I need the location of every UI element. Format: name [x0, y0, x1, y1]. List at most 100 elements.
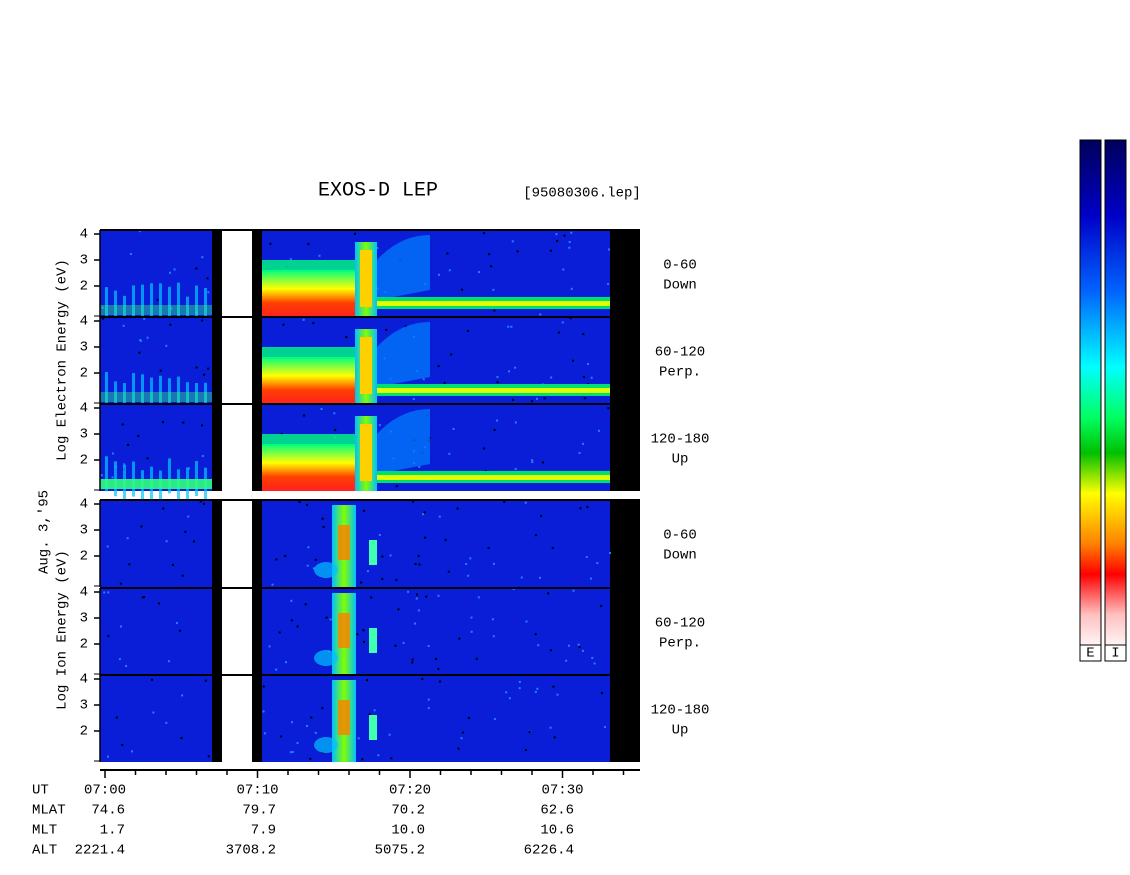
- ephemeris-value: 10.6: [540, 823, 574, 839]
- speckle: [542, 461, 545, 464]
- speckle: [444, 539, 447, 542]
- speckle: [378, 533, 381, 536]
- panel: 4 3 2 0-60 Down: [80, 227, 697, 332]
- speckle: [536, 687, 539, 690]
- speckle: [318, 254, 321, 257]
- streak: [123, 383, 126, 419]
- speckle: [275, 558, 278, 561]
- speckle: [585, 556, 588, 559]
- speckle: [170, 307, 173, 310]
- streak: [150, 283, 153, 319]
- time-axis: UT 07:00 07:10 07:20 07:30 MLAT 74.6 79.7 70.2 62…: [32, 769, 640, 859]
- speckle: [130, 750, 133, 753]
- speckle: [203, 373, 206, 376]
- speckle: [514, 366, 517, 369]
- speckle: [310, 716, 313, 719]
- speckle: [100, 474, 103, 477]
- speckle: [119, 625, 122, 628]
- speckle: [381, 577, 384, 580]
- streak: [114, 381, 117, 417]
- speckle: [556, 239, 559, 242]
- speckle: [538, 576, 541, 579]
- speckle: [121, 743, 124, 746]
- speckle: [373, 709, 376, 712]
- ephemeris-value: 74.6: [91, 803, 125, 819]
- speckle: [477, 596, 480, 599]
- speckle: [412, 398, 415, 401]
- speckle: [354, 232, 357, 235]
- speckle: [425, 595, 428, 598]
- speckle: [309, 757, 312, 760]
- speckle: [470, 616, 473, 619]
- speckle: [119, 582, 122, 585]
- speckle: [537, 644, 540, 647]
- speckle: [271, 583, 274, 586]
- speckle: [282, 323, 285, 326]
- no-data: [610, 317, 640, 404]
- speckle: [508, 370, 511, 373]
- speckle: [376, 247, 379, 250]
- speckle: [275, 668, 278, 671]
- streak: [105, 371, 108, 407]
- speckle: [417, 609, 420, 612]
- speckle: [302, 318, 305, 321]
- speckle: [165, 540, 168, 543]
- speckle: [470, 630, 473, 633]
- gap-blank: [222, 675, 252, 762]
- speckle: [207, 291, 210, 294]
- speckle: [496, 376, 499, 379]
- speckle: [446, 252, 449, 255]
- y-tick-label: 4: [80, 314, 88, 330]
- speckle: [103, 591, 106, 594]
- speckle: [462, 731, 465, 734]
- speckle: [333, 412, 336, 415]
- spike-core: [360, 337, 372, 394]
- speckle: [111, 452, 114, 455]
- speckle: [368, 713, 371, 716]
- ephemeris-name: ALT: [32, 843, 57, 859]
- speckle: [467, 716, 470, 719]
- speckle: [107, 755, 110, 758]
- speckle: [493, 718, 496, 721]
- speckle: [280, 432, 283, 435]
- speckle: [314, 558, 317, 561]
- speckle: [290, 599, 293, 602]
- speckle: [263, 732, 266, 735]
- speckle: [596, 562, 599, 565]
- ephemeris-value: 1.7: [100, 823, 125, 839]
- speckle: [192, 540, 195, 543]
- speckle: [137, 435, 140, 438]
- speckle: [518, 680, 521, 683]
- hot-region: [262, 444, 362, 491]
- speckle: [520, 576, 523, 579]
- speckle: [469, 557, 472, 560]
- speckle: [404, 325, 407, 328]
- speckle: [450, 353, 453, 356]
- speckle: [312, 322, 315, 325]
- speckle: [586, 506, 589, 509]
- speckle: [600, 691, 603, 694]
- y-tick-label: 2: [80, 637, 88, 653]
- speckle: [184, 530, 187, 533]
- speckle: [370, 596, 373, 599]
- y-tick-label: 2: [80, 366, 88, 382]
- y-tick-label: 3: [80, 340, 88, 356]
- speckle: [514, 467, 517, 470]
- speckle: [321, 707, 324, 710]
- streak: [195, 383, 198, 419]
- speckle: [460, 737, 463, 740]
- speckle: [516, 250, 519, 253]
- channel-direction: Perp.: [659, 636, 701, 652]
- speckle: [467, 329, 470, 332]
- speckle: [534, 633, 537, 636]
- gap-blank: [222, 404, 252, 491]
- y-tick-label: 2: [80, 453, 88, 469]
- y-tick-label: 2: [80, 724, 88, 740]
- speckle: [591, 656, 594, 659]
- speckle: [510, 325, 513, 328]
- speckle: [534, 690, 537, 693]
- streak: [159, 375, 162, 411]
- speckle: [597, 429, 600, 432]
- speckle: [139, 339, 142, 342]
